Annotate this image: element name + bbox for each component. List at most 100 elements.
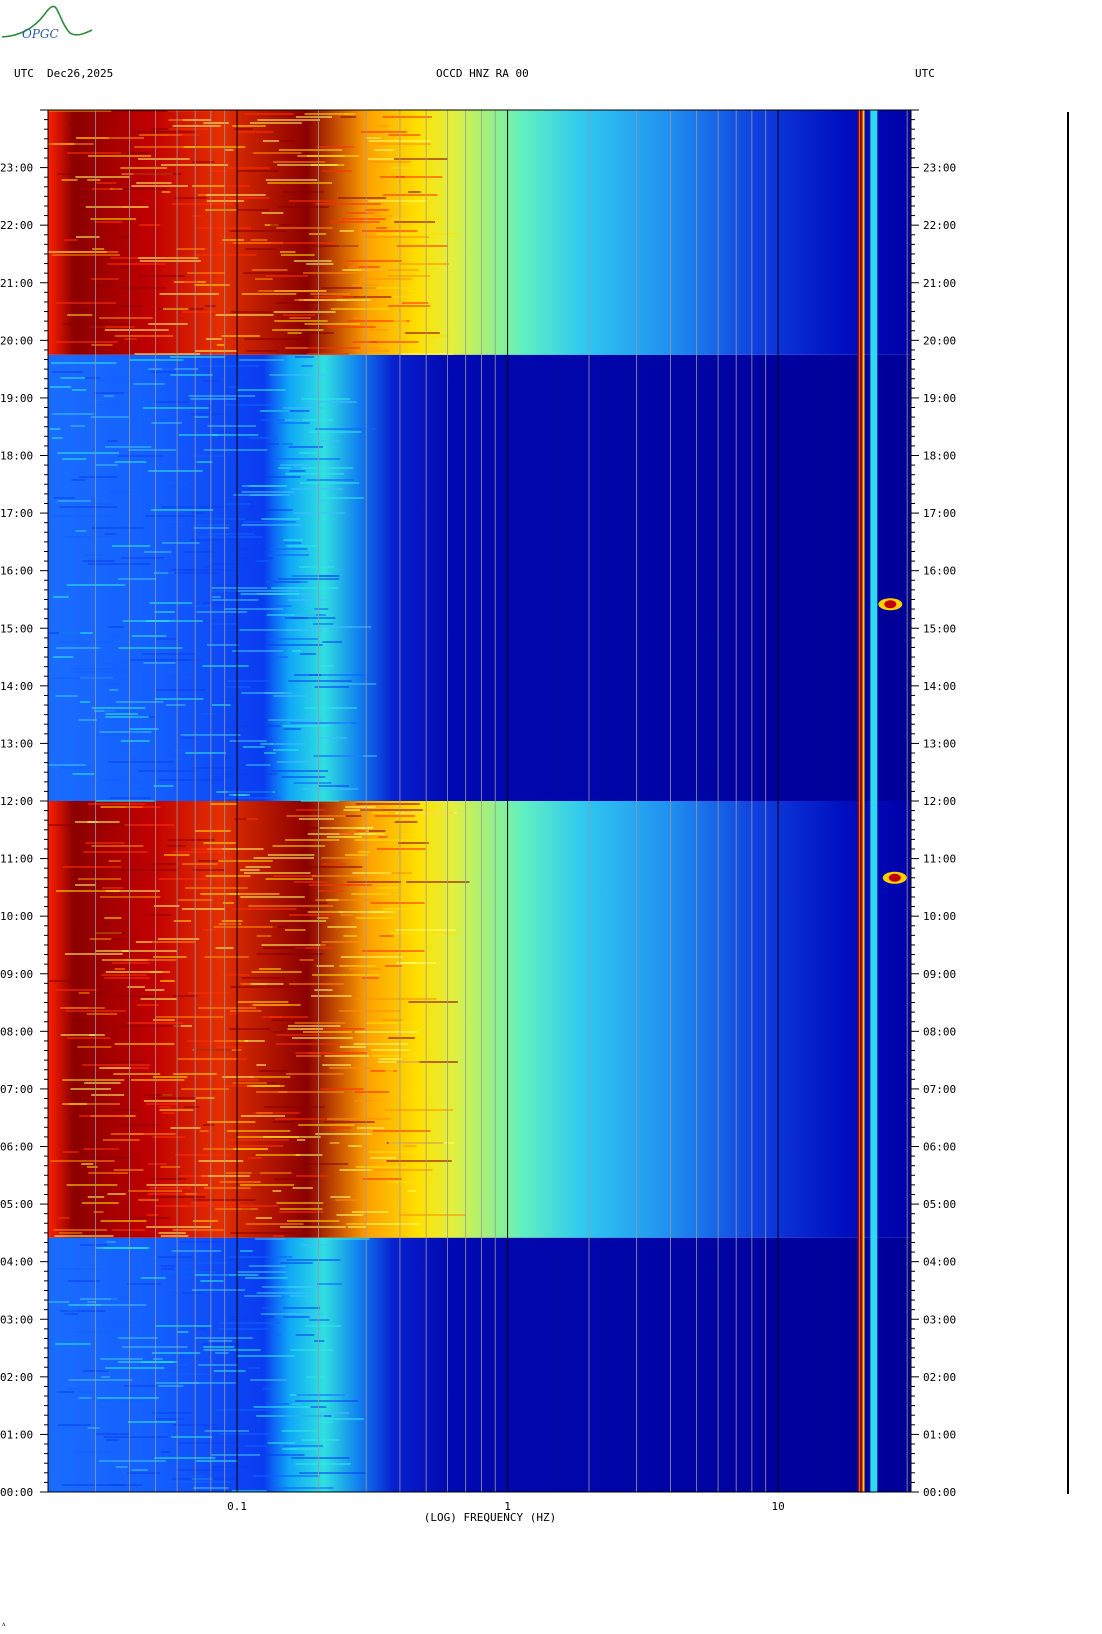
texture-streak: [140, 998, 177, 1000]
texture-streak: [55, 695, 78, 697]
texture-streak: [194, 1049, 232, 1051]
texture-streak: [277, 140, 294, 142]
texture-streak: [239, 629, 303, 631]
texture-streak: [348, 1145, 362, 1147]
texture-streak: [151, 1409, 177, 1411]
texture-streak: [391, 233, 458, 235]
texture-streak: [134, 146, 196, 148]
texture-streak: [240, 1115, 286, 1117]
texture-streak: [54, 1235, 114, 1237]
texture-streak: [104, 446, 152, 448]
texture-streak: [76, 137, 145, 139]
y-tick-label-left: 12:00: [0, 795, 33, 808]
texture-streak: [307, 401, 357, 403]
texture-streak: [312, 974, 380, 976]
texture-streak: [222, 1076, 254, 1078]
texture-streak: [60, 1034, 96, 1036]
texture-streak: [237, 1271, 287, 1273]
texture-streak: [55, 341, 119, 343]
texture-streak: [118, 455, 164, 457]
texture-streak: [87, 992, 108, 994]
texture-streak: [211, 1454, 261, 1456]
texture-streak: [285, 839, 340, 841]
texture-streak: [194, 416, 209, 418]
texture-streak: [295, 1052, 350, 1054]
texture-streak: [105, 1367, 165, 1369]
texture-streak: [354, 839, 417, 841]
texture-streak: [363, 236, 429, 238]
texture-streak: [224, 725, 283, 727]
texture-streak: [151, 488, 168, 490]
texture-streak: [185, 887, 248, 889]
texture-streak: [384, 965, 402, 967]
texture-streak: [274, 953, 324, 955]
texture-streak: [154, 401, 190, 403]
texture-streak: [170, 749, 189, 751]
texture-streak: [234, 443, 279, 445]
texture-streak: [114, 782, 159, 784]
texture-streak: [408, 191, 421, 193]
texture-streak: [150, 509, 214, 511]
texture-streak: [289, 983, 344, 985]
texture-streak: [166, 704, 186, 706]
texture-streak: [267, 1403, 290, 1405]
texture-streak: [288, 1025, 341, 1027]
texture-streak: [57, 500, 91, 502]
texture-streak: [148, 323, 188, 325]
texture-streak: [190, 398, 237, 400]
texture-streak: [132, 131, 195, 133]
texture-streak: [144, 551, 172, 553]
texture-streak: [150, 1178, 187, 1180]
texture-streak: [197, 1364, 238, 1366]
texture-streak: [221, 773, 277, 775]
texture-streak: [279, 1208, 323, 1210]
texture-streak: [263, 1106, 325, 1108]
texture-streak: [86, 1304, 147, 1306]
texture-streak: [269, 548, 308, 550]
texture-streak: [257, 119, 321, 121]
texture-streak: [110, 1133, 144, 1135]
texture-streak: [140, 1277, 166, 1279]
texture-streak: [104, 917, 122, 919]
texture-streak: [244, 338, 302, 340]
texture-streak: [127, 1472, 160, 1474]
texture-streak: [343, 935, 358, 937]
texture-streak: [119, 305, 143, 307]
y-tick-label-left: 05:00: [0, 1198, 33, 1211]
texture-streak: [298, 818, 334, 820]
texture-streak: [203, 1349, 261, 1351]
texture-streak: [212, 704, 231, 706]
header-date: Dec26,2025: [47, 67, 114, 80]
texture-streak: [179, 1382, 236, 1384]
texture-streak: [100, 1220, 147, 1222]
texture-streak: [280, 464, 310, 466]
texture-streak: [151, 1352, 201, 1354]
texture-streak: [232, 794, 251, 796]
texture-streak: [149, 1097, 208, 1099]
texture-streak: [111, 1229, 146, 1231]
texture-streak: [79, 326, 106, 328]
y-tick-label-right: 19:00: [923, 392, 956, 405]
texture-streak: [286, 1259, 341, 1261]
texture-streak: [237, 1001, 289, 1003]
y-tick-label-left: 10:00: [0, 910, 33, 923]
texture-streak: [192, 767, 232, 769]
texture-streak: [278, 206, 329, 208]
texture-streak: [192, 161, 215, 163]
texture-streak: [203, 449, 268, 451]
texture-streak: [232, 650, 284, 652]
texture-streak: [239, 869, 260, 871]
texture-streak: [256, 1064, 266, 1066]
texture-streak: [232, 1082, 267, 1084]
texture-streak: [209, 170, 228, 172]
texture-streak: [311, 626, 372, 628]
texture-streak: [237, 170, 279, 172]
texture-streak: [296, 1394, 345, 1396]
texture-streak: [179, 1241, 222, 1243]
texture-streak: [227, 1139, 289, 1141]
texture-streak: [59, 506, 117, 508]
texture-streak: [268, 644, 323, 646]
texture-streak: [231, 908, 297, 910]
texture-streak: [191, 215, 202, 217]
texture-streak: [291, 575, 337, 577]
